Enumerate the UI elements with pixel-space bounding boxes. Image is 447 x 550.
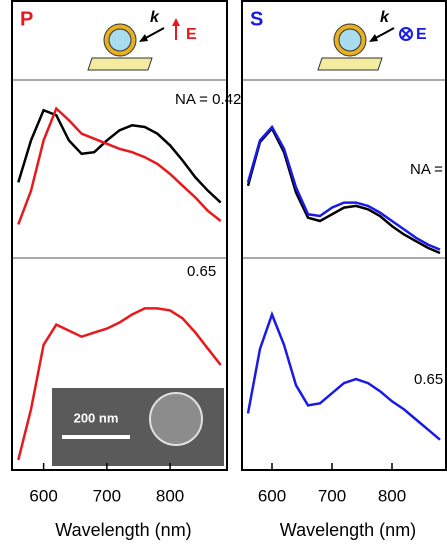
spectrum-line [17, 307, 222, 461]
x-tick-label: 700 [318, 486, 346, 505]
spectrum-line [17, 106, 222, 225]
spectrum-line [246, 124, 441, 251]
e-symbol [399, 27, 413, 41]
particle-core [108, 28, 132, 52]
annotation: NA = 0.42 [175, 91, 241, 108]
annotation: NA = 0.42 [410, 161, 447, 178]
x-axis-label: Wavelength (nm) [280, 520, 416, 540]
e-label: E [186, 26, 197, 43]
spectrum-line [17, 108, 222, 204]
x-tick-label: 600 [29, 486, 57, 505]
x-tick-label: 600 [258, 486, 286, 505]
k-arrowhead [369, 34, 378, 42]
scale-bar-label: 200 nm [74, 410, 119, 425]
polarization-label: S [250, 8, 263, 30]
panel-frame [11, 0, 228, 471]
e-arrowhead [172, 18, 180, 26]
inset-particle [149, 392, 203, 446]
k-label: k [150, 9, 160, 26]
spectrum-line [246, 126, 441, 255]
substrate [317, 57, 383, 71]
k-arrowhead [139, 34, 148, 42]
spectrum-line [246, 310, 441, 441]
x-tick-label: 800 [378, 486, 406, 505]
x-tick-label: 700 [93, 486, 121, 505]
annotation: 0.65 [187, 263, 216, 280]
substrate [87, 57, 153, 71]
e-label: E [416, 26, 427, 43]
e-cross [401, 29, 411, 39]
polarization-label: P [20, 8, 33, 30]
particle-core [338, 28, 362, 52]
panel-frame [241, 0, 447, 471]
k-label: k [380, 9, 390, 26]
x-tick-label: 800 [156, 486, 184, 505]
annotation: 0.65 [414, 371, 443, 388]
x-axis-label: Wavelength (nm) [55, 520, 191, 540]
